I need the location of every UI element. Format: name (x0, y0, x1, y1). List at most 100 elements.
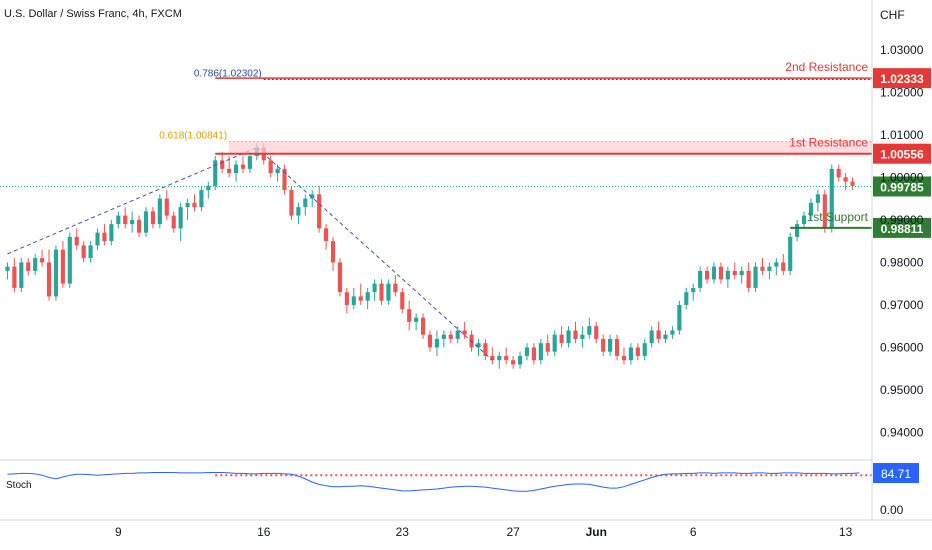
candle-body (164, 198, 169, 216)
candle-body (213, 160, 218, 186)
candle-body (427, 334, 433, 348)
candle-body (531, 347, 536, 361)
fib-label: 0.786(1.02302) (194, 68, 262, 79)
candle-body (26, 262, 31, 271)
candle-body (67, 236, 72, 284)
candle-body (483, 343, 488, 356)
candle-body (275, 168, 280, 174)
candle-body (344, 292, 349, 305)
price-tick-label: 0.98000 (880, 255, 924, 269)
candle-body (677, 304, 682, 331)
current-price-badge (873, 176, 931, 197)
candle-body (171, 215, 176, 229)
candle-body (358, 296, 363, 301)
candle-body (801, 215, 807, 225)
candle-body (46, 262, 52, 297)
time-tick-label: 6 (690, 525, 697, 539)
candle-body (19, 262, 24, 288)
candle-body (850, 181, 855, 186)
candle-body (621, 355, 627, 361)
candle-body (788, 236, 793, 271)
candle-body (767, 266, 772, 271)
candle-body (490, 355, 495, 361)
candle-body (178, 207, 183, 229)
candle-body (718, 266, 724, 280)
candle-body (746, 270, 751, 288)
candle-body (414, 317, 419, 322)
level-name: 1st Resistance (789, 136, 868, 150)
candle-body (434, 338, 440, 348)
candle-body (538, 343, 543, 361)
candle-body (102, 232, 107, 242)
candle-body (829, 168, 834, 229)
symbol-title: U.S. Dollar / Swiss Franc, 4h, FXCM (4, 8, 182, 20)
candle-body (372, 283, 377, 293)
candle-body (594, 326, 599, 339)
candle-body (462, 330, 467, 335)
candle-body (739, 270, 744, 276)
candle-body (303, 198, 308, 208)
candle-body (614, 338, 620, 356)
candle-body (711, 266, 717, 280)
price-tick-label: 1.00000 (880, 170, 924, 184)
stoch-tick-label: 0.00 (880, 503, 904, 517)
candle-body (670, 330, 675, 335)
candle-body (698, 270, 703, 288)
candle-body (60, 249, 65, 284)
candle-body (760, 266, 765, 271)
candle-body (587, 326, 592, 335)
candle-body (573, 330, 578, 339)
time-tick-label: 13 (839, 525, 853, 539)
candle-body (420, 317, 426, 335)
level-name: 1st Support (807, 210, 869, 224)
candle-body (552, 334, 557, 352)
stochastic-pane: Stoch 84.71 0.00 (6, 463, 919, 517)
price-tick-label: 1.03000 (880, 43, 924, 57)
candle-body (247, 156, 252, 169)
time-tick-label: 9 (115, 525, 122, 539)
candle-body (455, 330, 460, 339)
candle-body (580, 334, 585, 339)
candle-body (566, 330, 571, 344)
candle-body (136, 219, 142, 233)
candle-body (33, 258, 38, 271)
trendline (7, 147, 258, 255)
candle-body (524, 347, 530, 356)
candle-body (296, 207, 301, 216)
candle-body (116, 215, 121, 225)
candle-body (365, 292, 370, 301)
candle-body (157, 198, 162, 225)
currency-label: CHF (880, 8, 905, 22)
time-tick-label: Jun (586, 525, 607, 539)
candle-body (109, 224, 114, 242)
candle-body (642, 343, 647, 356)
stoch-line (7, 471, 860, 492)
candle-body (379, 283, 384, 301)
candles (5, 143, 855, 369)
candle-body (330, 241, 336, 263)
candle-body (691, 287, 696, 293)
candle-body (88, 245, 93, 259)
candle-body (40, 258, 45, 263)
price-tick-label: 0.94000 (880, 425, 924, 439)
candle-body (649, 330, 654, 344)
trendline (256, 147, 493, 361)
candle-body (206, 185, 211, 191)
candle-body (504, 355, 509, 361)
candle-body (511, 360, 516, 365)
current-price-label: 0.99785 (880, 180, 924, 194)
candle-body (635, 347, 640, 356)
candle-body (289, 190, 294, 216)
candle-body (192, 202, 197, 208)
price-tick-label: 0.95000 (880, 383, 924, 397)
candle-body (822, 194, 827, 229)
candle-body (545, 343, 550, 352)
candle-body (497, 355, 502, 361)
candle-body (386, 283, 391, 301)
candle-body (130, 219, 135, 225)
time-tick-label: 27 (506, 525, 520, 539)
fib-label: 0.618(1.00841) (159, 131, 227, 142)
candle-body (81, 245, 86, 259)
level-name: 2nd Resistance (785, 60, 868, 74)
